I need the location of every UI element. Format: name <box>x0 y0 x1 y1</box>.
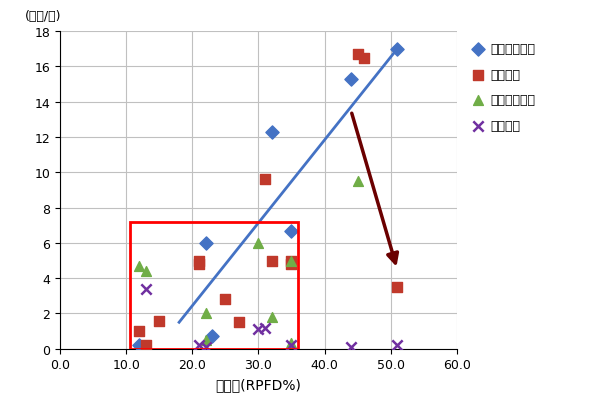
トドマツ <box>287 261 296 267</box>
イタヤカエデ <box>201 310 210 317</box>
トドマツ <box>392 284 402 290</box>
イタヤカエデ <box>353 178 362 185</box>
トドマツ <box>154 318 164 324</box>
ミズナラ <box>346 344 356 350</box>
ミズナラ <box>201 344 210 350</box>
ウダイカンバ <box>346 76 356 83</box>
イタヤカエデ <box>267 314 276 320</box>
Legend: ウダイカンバ, トドマツ, イタヤカエデ, ミズナラ: ウダイカンバ, トドマツ, イタヤカエデ, ミズナラ <box>467 38 541 138</box>
ミズナラ <box>260 324 270 331</box>
ウダイカンバ <box>207 333 217 340</box>
トドマツ <box>359 55 369 62</box>
イタヤカエデ <box>287 258 296 264</box>
イタヤカエデ <box>254 240 263 247</box>
イタヤカエデ <box>135 263 144 269</box>
トドマツ <box>287 258 296 264</box>
イタヤカエデ <box>201 337 210 343</box>
ウダイカンバ <box>267 129 276 136</box>
ミズナラ <box>254 326 263 333</box>
イタヤカエデ <box>141 268 151 275</box>
トドマツ <box>353 52 362 58</box>
トドマツ <box>141 342 151 348</box>
ミズナラ <box>194 342 204 348</box>
トドマツ <box>194 261 204 267</box>
ウダイカンバ <box>392 47 402 53</box>
トドマツ <box>234 319 243 326</box>
トドマツ <box>267 258 276 264</box>
ウダイカンバ <box>135 342 144 348</box>
Bar <box>130 222 298 349</box>
トドマツ <box>221 296 230 303</box>
トドマツ <box>260 177 270 183</box>
ミズナラ <box>141 286 151 292</box>
ウダイカンバ <box>287 228 296 234</box>
ミズナラ <box>392 342 402 348</box>
Text: (本数/㎡): (本数/㎡) <box>25 10 61 22</box>
トドマツ <box>135 328 144 334</box>
ミズナラ <box>287 342 296 348</box>
ウダイカンバ <box>201 240 210 247</box>
X-axis label: 光条件(RPFD%): 光条件(RPFD%) <box>216 377 301 391</box>
イタヤカエデ <box>287 340 296 347</box>
トドマツ <box>194 258 204 264</box>
